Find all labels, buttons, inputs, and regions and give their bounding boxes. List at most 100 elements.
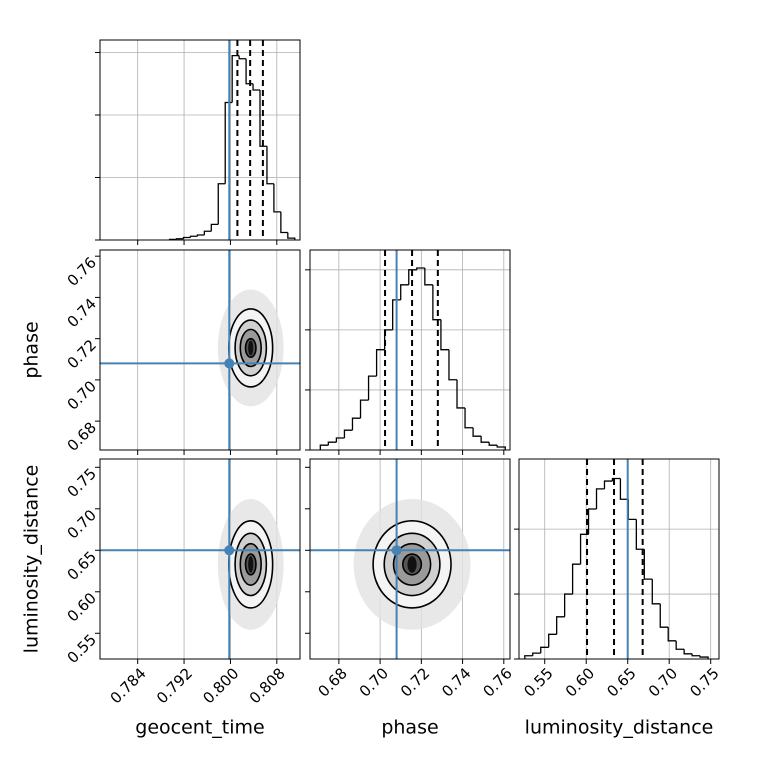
truth-point <box>224 358 235 369</box>
hist-bin <box>643 549 653 580</box>
hist-bin <box>400 284 409 300</box>
panel <box>100 459 300 659</box>
hist-bin <box>416 267 425 270</box>
hist-bin <box>319 444 329 450</box>
panel-frame <box>309 249 511 451</box>
hist-bin <box>343 429 353 438</box>
hist-bin <box>675 640 685 650</box>
y-tick-label: 0.55 <box>64 631 100 667</box>
hist-bin <box>217 183 226 225</box>
hist-bin <box>359 399 369 419</box>
hist-bin <box>280 211 288 234</box>
hist-bin <box>196 234 205 237</box>
x-axis-label: geocent_time <box>135 717 264 739</box>
hist-bin <box>496 445 506 450</box>
x-tick-label: 0.70 <box>645 664 681 700</box>
hist-bin <box>548 633 557 648</box>
hist-bin <box>287 232 296 240</box>
hist-bin <box>659 603 669 628</box>
hist-bin <box>375 349 385 377</box>
hist-bin <box>595 488 605 509</box>
hist-bin <box>699 655 709 659</box>
hist-bin <box>683 649 693 655</box>
x-tick-label: 0.75 <box>686 664 722 700</box>
hist-bin <box>203 230 212 235</box>
hist-bin <box>273 183 281 213</box>
hist-bin <box>524 655 533 659</box>
y-axis-label: luminosity_distance <box>21 465 43 654</box>
x-tick-label: 0.800 <box>199 664 242 707</box>
hist-bin <box>488 442 498 446</box>
density-core <box>248 556 254 573</box>
hist-bin <box>691 653 701 657</box>
x-tick-label: 0.55 <box>520 664 556 700</box>
y-tick-label: 0.75 <box>64 465 100 501</box>
hist-bin <box>175 238 184 240</box>
hist-bin <box>432 284 441 321</box>
hist-bin <box>619 478 629 500</box>
panel <box>519 459 719 659</box>
density-core <box>248 340 254 356</box>
hist-bin <box>392 299 401 330</box>
hist-bin <box>182 236 191 239</box>
hist-bin <box>651 579 661 605</box>
hist-bin <box>424 268 433 286</box>
hist-bin <box>448 349 458 381</box>
panel-frame <box>518 458 720 660</box>
y-axis-label: phase <box>21 321 43 378</box>
truth-point <box>391 545 402 556</box>
hist-bin <box>408 269 417 285</box>
y-tick-label: 0.70 <box>64 506 100 542</box>
x-tick-label: 0.808 <box>246 664 289 707</box>
y-tick-label: 0.72 <box>64 336 100 372</box>
hist-bin <box>540 646 549 654</box>
x-tick-label: 0.792 <box>153 664 196 707</box>
hist-bin <box>627 499 637 521</box>
hist-bin <box>563 593 573 617</box>
hist-bin <box>556 616 565 635</box>
hist-bin <box>367 375 377 401</box>
x-tick-label: 0.65 <box>603 664 639 700</box>
hist-bin <box>532 652 541 656</box>
hist-bin <box>238 55 247 60</box>
panel-frame <box>99 458 301 660</box>
x-tick-label: 0.72 <box>397 664 433 700</box>
x-tick-label: 0.76 <box>479 664 515 700</box>
y-tick-label: 0.65 <box>64 548 100 584</box>
truth-point <box>224 545 235 556</box>
hist-bin <box>210 223 219 232</box>
hist-bin <box>571 563 581 595</box>
hist-bin <box>667 627 677 642</box>
hist-bin <box>440 319 449 351</box>
x-axis-label: luminosity_distance <box>525 717 714 739</box>
hist-bin <box>351 417 361 431</box>
x-axis-label: phase <box>381 717 438 739</box>
hist-bin <box>189 235 198 238</box>
density-core <box>407 556 417 573</box>
hist-bin <box>472 427 482 437</box>
hist-bin <box>335 437 345 443</box>
y-tick-label: 0.60 <box>64 589 100 625</box>
x-tick-label: 0.74 <box>438 664 474 700</box>
x-tick-label: 0.68 <box>315 664 351 700</box>
x-tick-label: 0.60 <box>562 664 598 700</box>
hist-bin <box>327 441 337 446</box>
panel <box>310 459 510 659</box>
hist-bin <box>259 90 267 147</box>
x-tick-label: 0.784 <box>107 664 150 707</box>
y-tick-label: 0.70 <box>64 377 100 413</box>
hist-bin <box>464 407 474 429</box>
panel <box>100 250 300 450</box>
panel <box>310 250 510 450</box>
panel-frame <box>99 249 301 451</box>
hist-bin <box>266 146 274 185</box>
y-tick-label: 0.74 <box>64 295 100 331</box>
x-tick-label: 0.70 <box>356 664 392 700</box>
hist-bin <box>587 508 597 535</box>
panel <box>100 40 300 240</box>
panel-frame <box>309 458 511 660</box>
hist-bin <box>579 533 589 565</box>
hist-bin <box>611 477 621 482</box>
hist-bin <box>603 480 613 489</box>
